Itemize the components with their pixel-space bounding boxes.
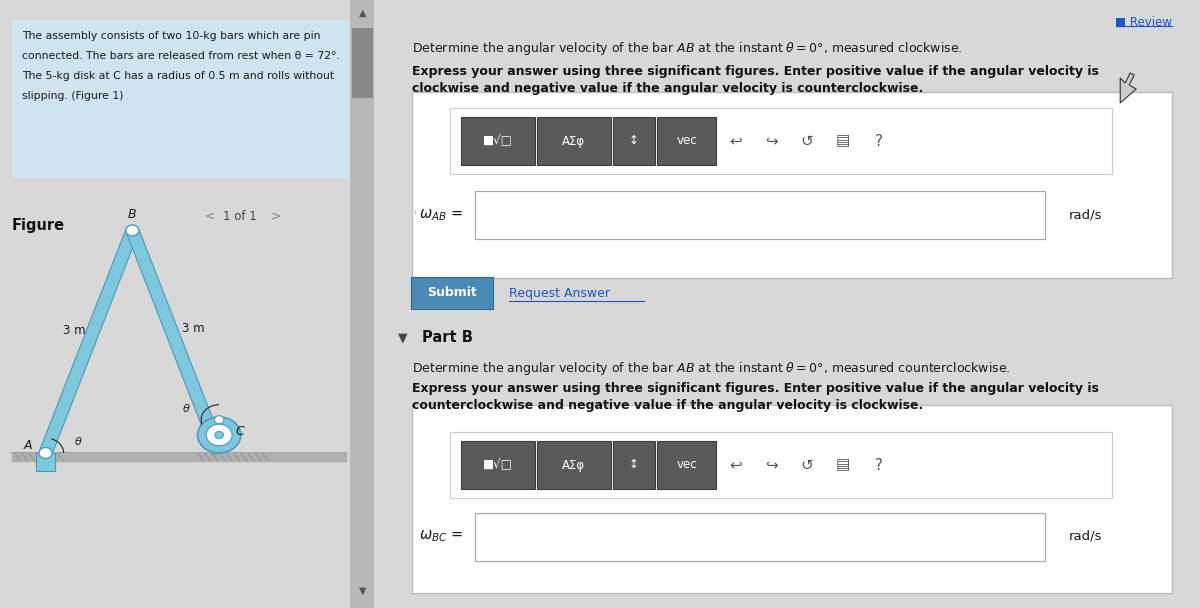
Text: ↕: ↕ (629, 134, 638, 148)
Text: Determine the angular velocity of the bar $AB$ at the instant $\theta = 0°$, mea: Determine the angular velocity of the ba… (413, 360, 1010, 377)
Text: 3 m: 3 m (181, 322, 204, 335)
Text: θ: θ (184, 404, 190, 413)
FancyBboxPatch shape (656, 117, 716, 165)
Text: C: C (236, 425, 245, 438)
FancyBboxPatch shape (413, 405, 1172, 593)
Text: ↪: ↪ (764, 457, 778, 472)
Text: ↺: ↺ (800, 457, 814, 472)
FancyBboxPatch shape (536, 117, 611, 165)
Text: ?: ? (875, 457, 883, 472)
Text: AΣφ: AΣφ (563, 134, 586, 148)
Text: ▤: ▤ (836, 134, 851, 148)
Text: ▤: ▤ (836, 457, 851, 472)
FancyBboxPatch shape (352, 28, 373, 98)
Text: The assembly consists of two 10-kg bars which are pin: The assembly consists of two 10-kg bars … (22, 31, 320, 41)
Text: ↩: ↩ (728, 457, 742, 472)
Text: 1 of 1: 1 of 1 (223, 210, 257, 223)
FancyBboxPatch shape (613, 441, 654, 489)
Circle shape (215, 432, 223, 438)
Circle shape (215, 416, 224, 424)
Text: ▼: ▼ (359, 586, 366, 596)
FancyBboxPatch shape (450, 108, 1112, 174)
Text: vec: vec (676, 458, 697, 471)
FancyBboxPatch shape (656, 441, 716, 489)
Text: ■√□: ■√□ (484, 458, 512, 471)
FancyBboxPatch shape (412, 277, 493, 309)
Text: $\omega_{BC}$ =: $\omega_{BC}$ = (419, 528, 463, 544)
Text: rad/s: rad/s (1068, 209, 1102, 221)
FancyBboxPatch shape (613, 117, 654, 165)
Text: Express your answer using three significant figures. Enter positive value if the: Express your answer using three signific… (413, 65, 1099, 78)
Text: ▼: ▼ (397, 331, 407, 345)
FancyBboxPatch shape (461, 441, 535, 489)
FancyBboxPatch shape (475, 513, 1045, 561)
FancyBboxPatch shape (450, 432, 1112, 498)
Text: Figure: Figure (12, 218, 65, 233)
Text: ■√□: ■√□ (484, 134, 512, 148)
Text: ?: ? (875, 134, 883, 148)
Text: Part B: Part B (422, 331, 473, 345)
Text: ▲: ▲ (359, 8, 366, 18)
FancyBboxPatch shape (475, 191, 1045, 239)
Text: B: B (127, 209, 136, 221)
Polygon shape (1121, 73, 1136, 103)
Circle shape (206, 424, 232, 446)
FancyBboxPatch shape (536, 441, 611, 489)
Polygon shape (126, 229, 226, 455)
Text: slipping. (Figure 1): slipping. (Figure 1) (22, 91, 124, 101)
Text: Submit: Submit (427, 286, 478, 300)
FancyBboxPatch shape (413, 92, 1172, 278)
Text: The 5-kg disk at C has a radius of 0.5 m and rolls without: The 5-kg disk at C has a radius of 0.5 m… (22, 71, 334, 81)
Text: rad/s: rad/s (1068, 530, 1102, 542)
Text: AΣφ: AΣφ (563, 458, 586, 471)
Circle shape (38, 447, 53, 458)
FancyBboxPatch shape (12, 20, 350, 178)
Text: vec: vec (676, 134, 697, 148)
Text: clockwise and negative value if the angular velocity is counterclockwise.: clockwise and negative value if the angu… (413, 82, 924, 95)
FancyBboxPatch shape (461, 117, 535, 165)
Text: ': ' (414, 210, 418, 220)
Text: ↩: ↩ (728, 134, 742, 148)
Text: Request Answer: Request Answer (509, 286, 610, 300)
Text: θ: θ (74, 437, 82, 447)
Text: ↪: ↪ (764, 134, 778, 148)
Text: $\omega_{AB}$ =: $\omega_{AB}$ = (419, 207, 463, 223)
Text: ↕: ↕ (629, 458, 638, 471)
Text: <: < (205, 210, 215, 223)
Text: 3 m: 3 m (62, 323, 85, 337)
Text: connected. The bars are released from rest when θ = 72°.: connected. The bars are released from re… (22, 51, 340, 61)
Text: A: A (24, 439, 32, 452)
FancyBboxPatch shape (350, 0, 374, 608)
Text: >: > (271, 210, 281, 223)
Text: Express your answer using three significant figures. Enter positive value if the: Express your answer using three signific… (413, 382, 1099, 395)
Text: Determine the angular velocity of the bar $AB$ at the instant $\theta = 0°$, mea: Determine the angular velocity of the ba… (413, 40, 962, 57)
Circle shape (126, 225, 139, 236)
FancyBboxPatch shape (36, 453, 55, 471)
Text: ■ Review: ■ Review (1115, 16, 1172, 29)
Polygon shape (40, 229, 139, 455)
Text: counterclockwise and negative value if the angular velocity is clockwise.: counterclockwise and negative value if t… (413, 399, 924, 412)
Circle shape (198, 417, 241, 453)
Text: ↺: ↺ (800, 134, 814, 148)
